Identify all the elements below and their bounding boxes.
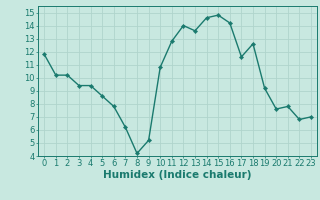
X-axis label: Humidex (Indice chaleur): Humidex (Indice chaleur) (103, 170, 252, 180)
